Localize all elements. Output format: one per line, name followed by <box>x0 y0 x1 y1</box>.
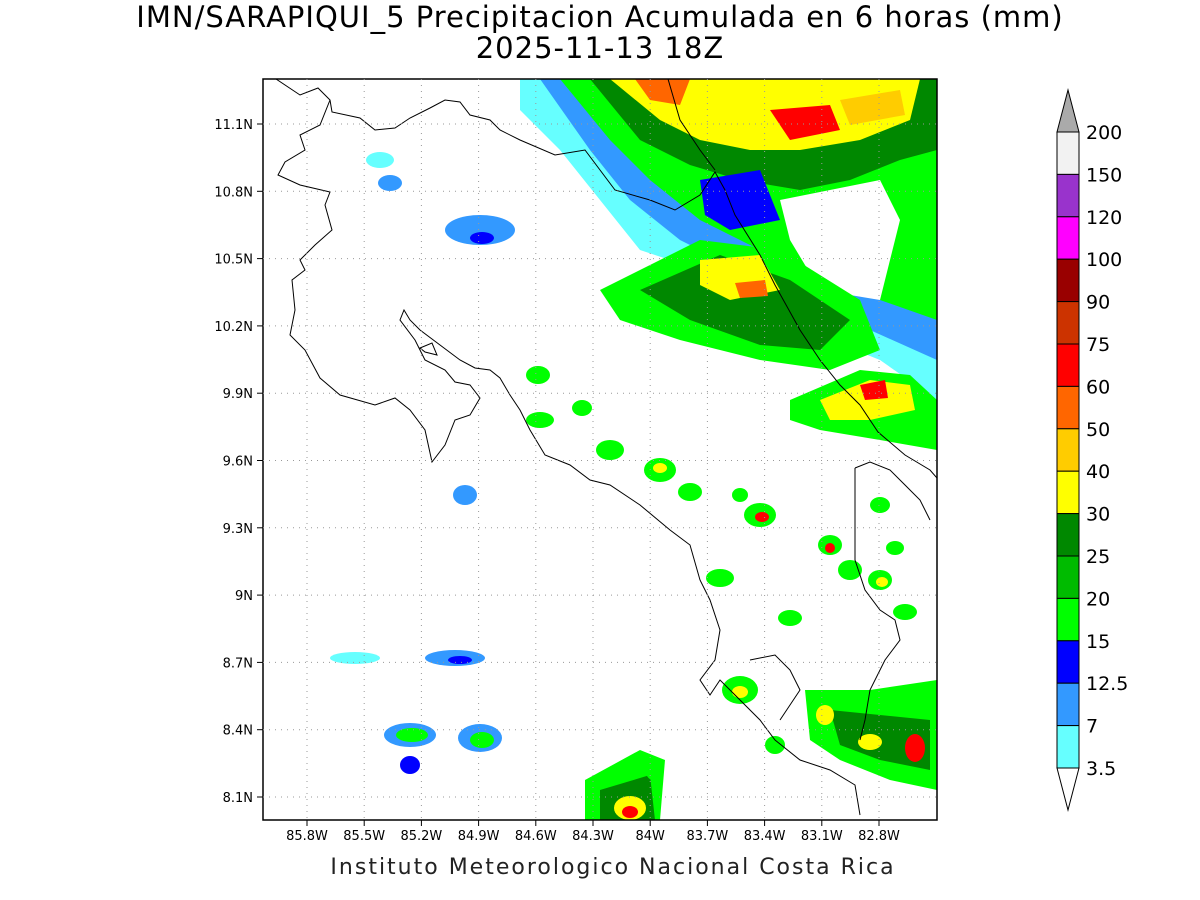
plot-frame <box>262 78 938 821</box>
colorbar-swatch <box>1056 513 1080 557</box>
colorbar-swatch <box>1056 428 1080 472</box>
colorbar-swatch <box>1056 131 1080 175</box>
colorbar-label: 40 <box>1086 461 1110 483</box>
footer-credit: Instituto Meteorologico Nacional Costa R… <box>330 855 896 880</box>
lon-tick-label: 83.4W <box>744 829 786 844</box>
lon-tick-label: 83.7W <box>686 829 728 844</box>
gridlines <box>263 79 937 820</box>
lon-tick-label: 85.8W <box>286 829 328 844</box>
colorbar-swatch <box>1056 470 1080 515</box>
lon-tick-label: 85.5W <box>343 829 385 844</box>
colorbar: 200 150 120 100 90 75 60 50 40 30 25 20 15 12.5 7 3.5 <box>1056 88 1128 812</box>
lat-tick-label: 9N <box>235 589 253 604</box>
lat-tick-label: 10.5N <box>214 253 253 268</box>
colorbar-label: 7 <box>1086 716 1098 738</box>
colorbar-label: 60 <box>1086 376 1110 398</box>
colorbar-swatch <box>1056 343 1080 387</box>
colorbar-label: 15 <box>1086 631 1110 653</box>
lat-tick-label: 10.8N <box>214 185 253 200</box>
lon-tick-label: 84.9W <box>458 829 500 844</box>
lat-tick-label: 11.1N <box>214 118 253 133</box>
lat-tick-label: 8.4N <box>223 724 253 739</box>
lat-tick-label: 10.2N <box>214 320 253 335</box>
colorbar-label: 75 <box>1086 334 1110 356</box>
lon-tick-label: 84.6W <box>515 829 557 844</box>
longitude-axis: 85.8W 85.5W 85.2W 84.9W 84.6W 84.3W 84W 83.7W 83… <box>286 820 900 844</box>
lon-tick-label: 85.2W <box>400 829 442 844</box>
map-subtitle-datetime: 2025-11-13 18Z <box>475 31 725 65</box>
colorbar-swatch <box>1056 216 1080 260</box>
colorbar-label: 30 <box>1086 504 1110 526</box>
lat-tick-label: 9.3N <box>223 522 253 537</box>
colorbar-swatch <box>1056 173 1080 218</box>
colorbar-swatch <box>1056 385 1080 430</box>
lon-tick-label: 83.1W <box>801 829 843 844</box>
lon-tick-label: 84.3W <box>572 829 614 844</box>
colorbar-label: 3.5 <box>1086 758 1116 780</box>
colorbar-label: 50 <box>1086 419 1110 441</box>
colorbar-swatch <box>1056 555 1080 599</box>
map-title: IMN/SARAPIQUI_5 Precipitacion Acumulada … <box>136 0 1064 34</box>
colorbar-label: 100 <box>1086 249 1122 271</box>
precipitation-field <box>330 79 937 820</box>
colorbar-label: 120 <box>1086 207 1122 229</box>
lat-tick-label: 9.6N <box>223 455 253 470</box>
map-plot-area <box>275 79 937 820</box>
colorbar-label: 12.5 <box>1086 673 1128 695</box>
lat-tick-label: 8.1N <box>223 791 253 806</box>
colorbar-swatch <box>1056 725 1080 769</box>
lon-tick-label: 82.8W <box>858 829 900 844</box>
colorbar-label: 90 <box>1086 292 1110 314</box>
lon-tick-label: 84W <box>635 829 665 844</box>
colorbar-swatch <box>1056 640 1080 684</box>
colorbar-bottom-arrow <box>1056 767 1080 812</box>
latitude-axis: 11.1N 10.8N 10.5N 10.2N 9.9N 9.6N 9.3N 9N 8.7N 8.… <box>214 118 263 806</box>
colorbar-label: 25 <box>1086 546 1110 568</box>
colorbar-swatch <box>1056 258 1080 303</box>
colorbar-label: 150 <box>1086 164 1122 186</box>
colorbar-top-arrow <box>1056 88 1080 133</box>
lat-tick-label: 9.9N <box>223 387 253 402</box>
coastlines-and-borders <box>275 79 937 816</box>
colorbar-label: 200 <box>1086 122 1122 144</box>
colorbar-swatch <box>1056 682 1080 727</box>
colorbar-swatch <box>1056 597 1080 642</box>
lat-tick-label: 8.7N <box>223 656 253 671</box>
colorbar-swatch <box>1056 301 1080 345</box>
colorbar-label: 20 <box>1086 588 1110 610</box>
